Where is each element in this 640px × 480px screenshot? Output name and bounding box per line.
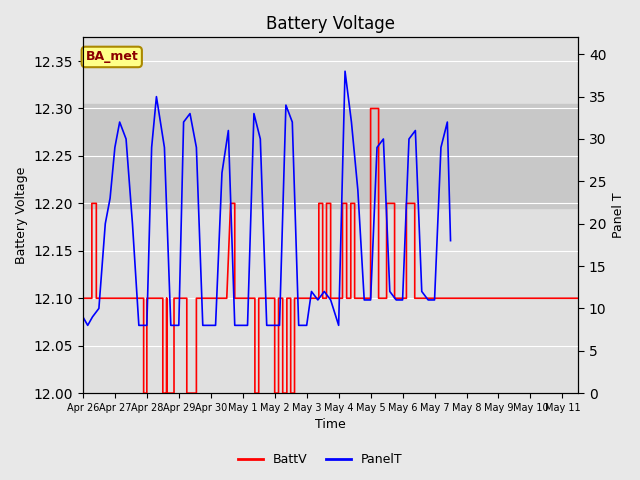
Title: Battery Voltage: Battery Voltage	[266, 15, 395, 33]
Y-axis label: Battery Voltage: Battery Voltage	[15, 167, 28, 264]
Text: BA_met: BA_met	[85, 50, 138, 63]
Y-axis label: Panel T: Panel T	[612, 192, 625, 238]
X-axis label: Time: Time	[316, 419, 346, 432]
Bar	[83, 104, 579, 208]
Legend: BattV, PanelT: BattV, PanelT	[232, 448, 408, 471]
